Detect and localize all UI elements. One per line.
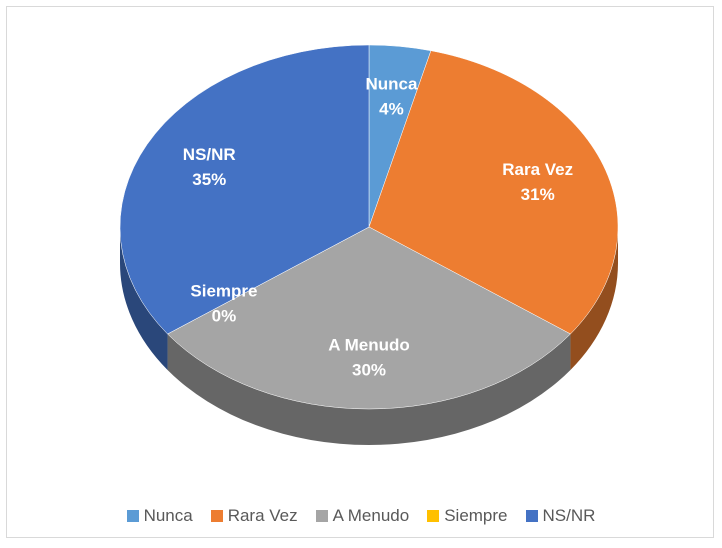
data-label-category: Siempre [190, 282, 257, 301]
pie-slice [167, 226, 571, 410]
legend-swatch [525, 510, 538, 522]
chart-frame [6, 6, 714, 538]
legend-item: Rara Vez [210, 506, 298, 526]
legend-item: Siempre [427, 506, 508, 526]
legend-swatch [126, 510, 139, 522]
data-label-category: A Menudo [328, 336, 410, 355]
data-label-value: 30% [352, 361, 386, 380]
legend-swatch [315, 510, 328, 522]
data-label-value: 31% [521, 185, 555, 204]
pie-slice [119, 44, 370, 335]
pie-side [570, 227, 618, 370]
data-label-category: Nunca [365, 74, 418, 93]
data-label-category: NS/NR [183, 145, 236, 164]
legend-swatch [210, 510, 223, 522]
pie-slice [368, 50, 619, 335]
legend-swatch [427, 510, 440, 522]
legend-label: Rara Vez [227, 506, 298, 525]
legend-label: Nunca [143, 506, 193, 525]
data-label-value: 4% [379, 99, 404, 118]
pie-side [120, 227, 168, 370]
legend-item: Nunca [126, 506, 193, 526]
data-label-value: 0% [212, 307, 237, 326]
legend-label: NS/NR [542, 506, 596, 525]
pie-side [167, 333, 571, 445]
legend-label: A Menudo [332, 506, 410, 525]
data-label-category: Rara Vez [502, 160, 573, 179]
legend-label: Siempre [444, 506, 508, 525]
data-label-value: 35% [192, 170, 226, 189]
legend-item: A Menudo [315, 506, 410, 526]
legend: Nunca Rara Vez A Menudo Siempre NS/NR [0, 506, 722, 526]
legend-item: NS/NR [525, 506, 596, 526]
